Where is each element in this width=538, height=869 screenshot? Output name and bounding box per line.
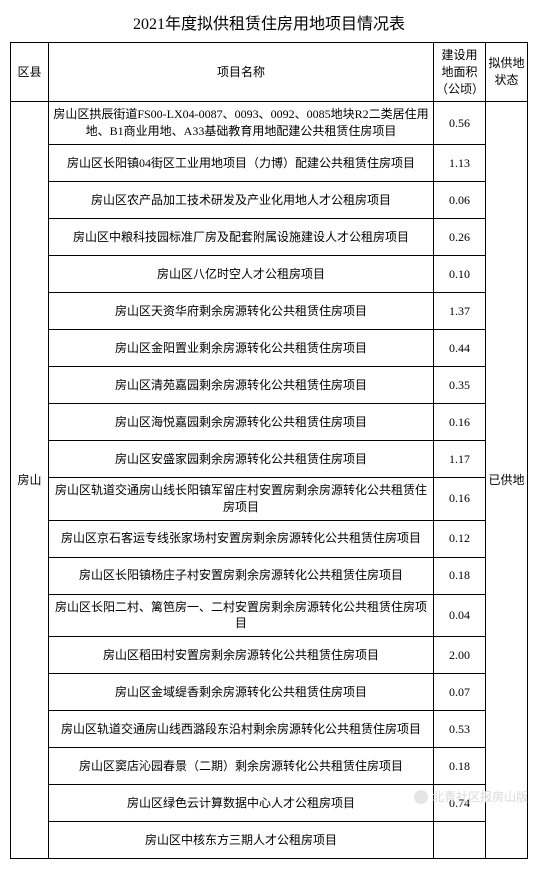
project-name-cell: 房山区绿色云计算数据中心人才公租房项目 — [49, 785, 434, 822]
project-name-cell: 房山区轨道交通房山线西潞段东沿村剩余房源转化公共租赁住房项目 — [49, 711, 434, 748]
area-cell: 0.56 — [434, 102, 486, 145]
project-name-cell: 房山区轨道交通房山线长阳镇军留庄村安置房剩余房源转化公共租赁住房项目 — [49, 477, 434, 520]
area-cell: 0.18 — [434, 557, 486, 594]
area-cell: 0.26 — [434, 218, 486, 255]
area-cell: 0.10 — [434, 255, 486, 292]
table-row: 房山区长阳二村、篱笆房一、二村安置房剩余房源转化公共租赁住房项目0.04 — [11, 594, 528, 637]
table-row: 房山区八亿时空人才公租房项目0.10 — [11, 255, 528, 292]
table-row: 房山区金阳置业剩余房源转化公共租赁住房项目0.44 — [11, 329, 528, 366]
header-status: 拟供地状态 — [486, 43, 528, 102]
area-cell: 0.06 — [434, 181, 486, 218]
project-name-cell: 房山区清苑嘉园剩余房源转化公共租赁住房项目 — [49, 366, 434, 403]
project-name-cell: 房山区京石客运专线张家场村安置房剩余房源转化公共租赁住房项目 — [49, 520, 434, 557]
project-name-cell: 房山区拱辰街道FS00-LX04-0087、0093、0092、0085地块R2… — [49, 102, 434, 145]
table-row: 房山区窦店沁园春景（二期）剩余房源转化公共租赁住房项目0.18 — [11, 748, 528, 785]
table-row: 房山区京石客运专线张家场村安置房剩余房源转化公共租赁住房项目0.12 — [11, 520, 528, 557]
project-name-cell: 房山区稻田村安置房剩余房源转化公共租赁住房项目 — [49, 637, 434, 674]
area-cell: 0.35 — [434, 366, 486, 403]
area-cell: 0.53 — [434, 711, 486, 748]
table-row: 房山区长阳镇04街区工业用地项目（力博）配建公共租赁住房项目1.13 — [11, 144, 528, 181]
project-name-cell: 房山区长阳镇04街区工业用地项目（力博）配建公共租赁住房项目 — [49, 144, 434, 181]
table-row: 房山区金域缇香剩余房源转化公共租赁住房项目0.07 — [11, 674, 528, 711]
area-cell: 1.37 — [434, 292, 486, 329]
table-row: 房山区安盛家园剩余房源转化公共租赁住房项目1.17 — [11, 440, 528, 477]
area-cell: 2.00 — [434, 637, 486, 674]
table-row: 房山区中粮科技园标准厂房及配套附属设施建设人才公租房项目0.26 — [11, 218, 528, 255]
area-cell: 0.07 — [434, 674, 486, 711]
project-name-cell: 房山区长阳二村、篱笆房一、二村安置房剩余房源转化公共租赁住房项目 — [49, 594, 434, 637]
table-row: 房山区中核东方三期人才公租房项目 — [11, 822, 528, 859]
area-cell: 0.44 — [434, 329, 486, 366]
table-row: 房山区长阳镇杨庄子村安置房剩余房源转化公共租赁住房项目0.18 — [11, 557, 528, 594]
table-row: 房山区稻田村安置房剩余房源转化公共租赁住房项目2.00 — [11, 637, 528, 674]
project-name-cell: 房山区金域缇香剩余房源转化公共租赁住房项目 — [49, 674, 434, 711]
page-title: 2021年度拟供租赁住房用地项目情况表 — [10, 10, 528, 34]
table-body: 房山房山区拱辰街道FS00-LX04-0087、0093、0092、0085地块… — [11, 102, 528, 859]
table-row: 房山区清苑嘉园剩余房源转化公共租赁住房项目0.35 — [11, 366, 528, 403]
district-cell: 房山 — [11, 102, 49, 859]
projects-table: 区县 项目名称 建设用地面积（公顷） 拟供地状态 房山房山区拱辰街道FS00-L… — [10, 42, 528, 859]
project-name-cell: 房山区中粮科技园标准厂房及配套附属设施建设人才公租房项目 — [49, 218, 434, 255]
project-name-cell: 房山区窦店沁园春景（二期）剩余房源转化公共租赁住房项目 — [49, 748, 434, 785]
area-cell: 0.16 — [434, 403, 486, 440]
area-cell: 1.17 — [434, 440, 486, 477]
table-row: 房山区轨道交通房山线西潞段东沿村剩余房源转化公共租赁住房项目0.53 — [11, 711, 528, 748]
project-name-cell: 房山区天资华府剩余房源转化公共租赁住房项目 — [49, 292, 434, 329]
header-district: 区县 — [11, 43, 49, 102]
status-cell: 已供地 — [486, 102, 528, 859]
area-cell: 0.18 — [434, 748, 486, 785]
area-cell: 0.04 — [434, 594, 486, 637]
area-cell: 0.12 — [434, 520, 486, 557]
area-cell: 0.16 — [434, 477, 486, 520]
project-name-cell: 房山区长阳镇杨庄子村安置房剩余房源转化公共租赁住房项目 — [49, 557, 434, 594]
project-name-cell: 房山区安盛家园剩余房源转化公共租赁住房项目 — [49, 440, 434, 477]
area-cell: 0.74 — [434, 785, 486, 822]
area-cell — [434, 822, 486, 859]
project-name-cell: 房山区中核东方三期人才公租房项目 — [49, 822, 434, 859]
area-cell: 1.13 — [434, 144, 486, 181]
table-row: 房山区农产品加工技术研发及产业化用地人才公租房项目0.06 — [11, 181, 528, 218]
header-project: 项目名称 — [49, 43, 434, 102]
project-name-cell: 房山区金阳置业剩余房源转化公共租赁住房项目 — [49, 329, 434, 366]
table-row: 房山区天资华府剩余房源转化公共租赁住房项目1.37 — [11, 292, 528, 329]
table-row: 房山区海悦嘉园剩余房源转化公共租赁住房项目0.16 — [11, 403, 528, 440]
header-area: 建设用地面积（公顷） — [434, 43, 486, 102]
project-name-cell: 房山区农产品加工技术研发及产业化用地人才公租房项目 — [49, 181, 434, 218]
table-row: 房山区绿色云计算数据中心人才公租房项目0.74 — [11, 785, 528, 822]
table-row: 房山区轨道交通房山线长阳镇军留庄村安置房剩余房源转化公共租赁住房项目0.16 — [11, 477, 528, 520]
table-row: 房山房山区拱辰街道FS00-LX04-0087、0093、0092、0085地块… — [11, 102, 528, 145]
project-name-cell: 房山区海悦嘉园剩余房源转化公共租赁住房项目 — [49, 403, 434, 440]
table-header-row: 区县 项目名称 建设用地面积（公顷） 拟供地状态 — [11, 43, 528, 102]
project-name-cell: 房山区八亿时空人才公租房项目 — [49, 255, 434, 292]
